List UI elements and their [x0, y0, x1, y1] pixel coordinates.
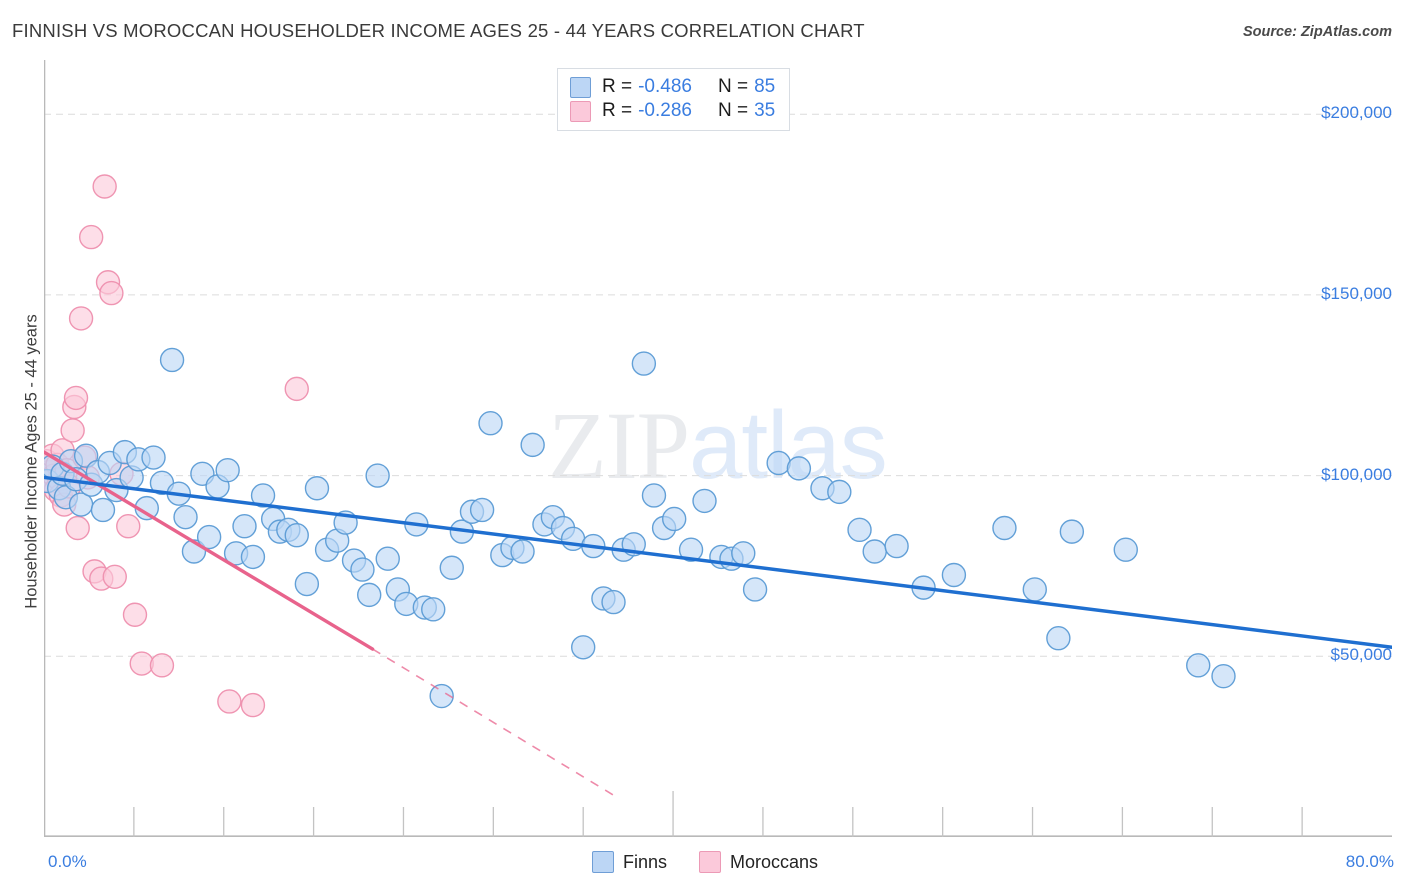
legend-item-finns[interactable]: Finns	[592, 851, 667, 873]
data-point	[92, 174, 117, 199]
data-point	[510, 539, 535, 564]
data-point	[439, 555, 464, 580]
data-point	[661, 506, 687, 532]
data-point	[304, 476, 330, 501]
x-axis-min-label: 0.0%	[48, 852, 87, 871]
plot-svg	[44, 60, 1392, 837]
data-point	[847, 517, 872, 543]
data-point	[1186, 653, 1211, 678]
data-point	[240, 544, 266, 570]
n-label: N =	[717, 76, 749, 97]
data-point	[678, 537, 704, 562]
data-point	[421, 597, 446, 622]
data-point	[469, 497, 495, 523]
data-point	[159, 347, 185, 373]
data-point	[60, 418, 85, 443]
data-point	[1211, 663, 1236, 689]
data-point	[68, 306, 94, 331]
data-point	[284, 523, 309, 548]
trend-line-group	[44, 450, 1392, 798]
data-point	[520, 432, 545, 458]
data-point	[116, 514, 141, 539]
legend-item-moroccans[interactable]: Moroccans	[699, 851, 818, 873]
data-point	[992, 515, 1017, 541]
legend-label-finns: Finns	[623, 851, 668, 872]
stats-row-finns: R = -0.486 N = 85	[570, 76, 775, 98]
y-tick-label: $100,000	[1321, 464, 1392, 484]
data-point	[350, 557, 375, 582]
data-point	[102, 564, 127, 589]
data-point	[365, 463, 390, 488]
data-point	[65, 515, 90, 541]
legend-color-finns-icon	[592, 851, 614, 873]
legend-color-moroccans-icon	[699, 851, 722, 873]
data-point	[766, 450, 791, 476]
data-point	[149, 653, 175, 678]
legend-swatch-blue-icon	[570, 76, 591, 98]
data-point	[294, 571, 320, 597]
data-point	[173, 504, 198, 530]
r-value-finns: -0.486	[638, 76, 692, 97]
x-axis-ticks	[133, 791, 1303, 837]
data-point	[232, 514, 257, 539]
data-point	[375, 546, 400, 571]
data-point	[429, 683, 454, 709]
y-tick-label: $50,000	[1330, 645, 1392, 665]
data-point	[601, 589, 626, 615]
data-point	[941, 562, 967, 588]
data-point	[250, 483, 276, 508]
data-point	[1022, 577, 1047, 602]
correlation-stats-legend: R = -0.486 N = 85 R = -0.286 N = 35	[557, 68, 791, 131]
data-point	[141, 445, 166, 470]
data-point	[217, 689, 242, 714]
data-point	[631, 351, 657, 376]
data-point	[240, 692, 266, 718]
trend-line-finns	[44, 475, 1392, 649]
data-point	[99, 280, 124, 306]
data-point	[90, 497, 116, 523]
legend-swatch-pink-icon	[570, 100, 591, 122]
x-axis-max-label: 80.0%	[1345, 852, 1394, 871]
data-point	[641, 483, 667, 508]
series-legend: Finns Moroccans	[592, 851, 840, 873]
y-tick-label: $150,000	[1321, 283, 1392, 303]
data-point	[122, 602, 148, 627]
data-point	[571, 635, 596, 660]
n-value-finns: 85	[754, 76, 776, 97]
y-axis-title: Householder Income Ages 25 - 44 years	[22, 314, 41, 609]
scatter-plot-area	[44, 60, 1392, 837]
data-point	[884, 533, 909, 559]
data-point	[357, 582, 382, 608]
data-point	[862, 539, 887, 564]
r-label: R =	[602, 100, 633, 121]
source-attribution: Source: ZipAtlas.com	[1242, 24, 1392, 40]
data-point	[1113, 537, 1138, 562]
axis-lines	[44, 60, 1392, 837]
y-tick-label: $200,000	[1321, 103, 1392, 123]
data-point	[478, 411, 503, 436]
data-point	[63, 385, 89, 411]
n-value-moroccans: 35	[754, 100, 776, 121]
r-label: R =	[602, 76, 633, 97]
data-point	[284, 376, 309, 402]
data-point	[129, 651, 154, 676]
n-label: N =	[717, 100, 749, 121]
r-value-moroccans: -0.286	[638, 100, 692, 121]
data-point	[692, 488, 717, 514]
trend-line-extension	[372, 648, 618, 798]
data-point	[786, 456, 812, 481]
data-point	[196, 524, 222, 550]
stats-row-moroccans: R = -0.286 N = 35	[570, 100, 775, 122]
data-point	[731, 541, 756, 566]
data-point	[1059, 519, 1085, 544]
data-point	[742, 577, 768, 602]
data-point	[1046, 626, 1071, 651]
data-point	[78, 224, 104, 250]
data-point	[215, 457, 240, 483]
data-point	[827, 479, 852, 505]
page-title: FINNISH VS MOROCCAN HOUSEHOLDER INCOME A…	[12, 20, 865, 41]
legend-label-moroccans: Moroccans	[730, 851, 819, 872]
finns-point-group	[44, 347, 1236, 709]
